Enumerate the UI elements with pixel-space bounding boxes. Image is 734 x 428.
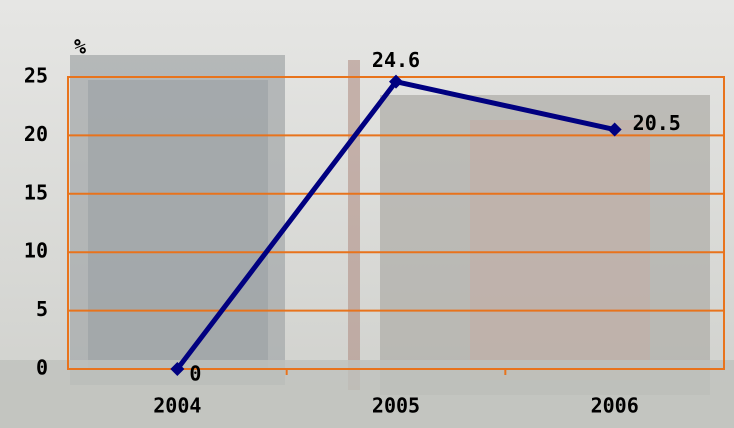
y-tick-label: 5 xyxy=(36,297,48,321)
data-label: 24.6 xyxy=(372,48,420,72)
x-tick-label: 2006 xyxy=(591,394,639,418)
x-tick-label: 2004 xyxy=(153,394,201,418)
y-tick-label: 15 xyxy=(24,180,48,204)
point-marker xyxy=(170,362,185,376)
y-axis-label: % xyxy=(74,35,86,59)
data-label: 20.5 xyxy=(633,111,681,135)
y-tick-label: 20 xyxy=(24,122,48,146)
y-tick-label: 25 xyxy=(24,64,48,88)
y-tick-label: 0 xyxy=(36,356,48,380)
x-tick-label: 2005 xyxy=(372,394,420,418)
y-tick-label: 10 xyxy=(24,239,48,263)
data-label: 0 xyxy=(189,362,201,386)
point-marker xyxy=(607,122,622,137)
point-marker xyxy=(389,74,403,89)
